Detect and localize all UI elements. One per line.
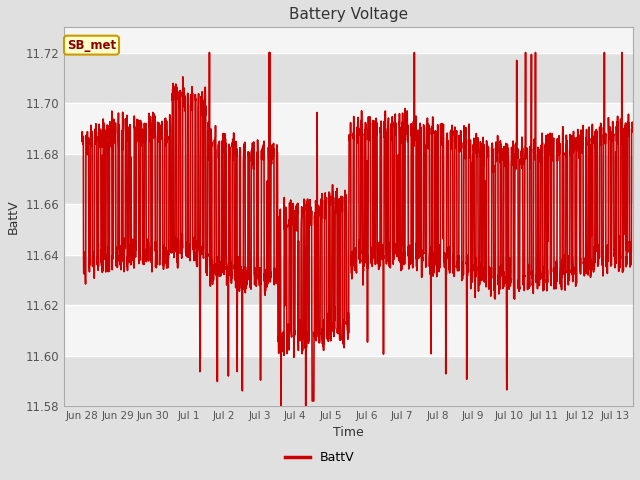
- Bar: [64, 154, 633, 204]
- X-axis label: Time: Time: [333, 426, 364, 440]
- Text: SB_met: SB_met: [67, 39, 116, 52]
- Bar: [64, 204, 633, 254]
- Y-axis label: BattV: BattV: [7, 199, 20, 234]
- Bar: [64, 305, 633, 356]
- Title: Battery Voltage: Battery Voltage: [289, 7, 408, 22]
- Bar: [64, 356, 633, 406]
- Legend: BattV: BattV: [280, 446, 360, 469]
- Bar: [64, 254, 633, 305]
- Bar: [64, 52, 633, 103]
- Bar: [64, 103, 633, 154]
